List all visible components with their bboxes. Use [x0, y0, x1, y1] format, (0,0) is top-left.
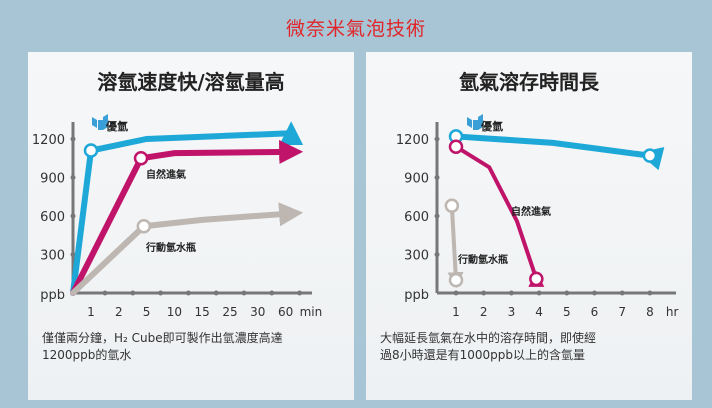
data-point	[83, 143, 99, 158]
x-tick	[508, 290, 514, 296]
series-label: 優氫	[105, 119, 128, 133]
x-tick-label: 1	[87, 305, 95, 319]
y-tick-label: 300	[40, 249, 65, 264]
chart-caption: 大幅延長氫氣在水中的溶存時間，即使經 過8小時還是有1000ppb以上的含氫量	[380, 330, 680, 364]
series-label: 自然進氣	[146, 168, 186, 181]
x-tick-label: 25	[222, 305, 237, 319]
x-tick	[564, 290, 570, 296]
chart-title: 氫氣溶存時間長	[459, 70, 599, 94]
y-axis-label: ppb	[404, 288, 429, 303]
x-tick	[647, 290, 653, 296]
x-tick-label: 15	[195, 305, 210, 319]
y-tick	[434, 136, 440, 142]
chart-caption: 僅僅兩分鐘，H₂ Cube即可製作出氫濃度高達 1200ppb的氫水	[42, 330, 342, 364]
x-tick	[185, 290, 191, 296]
series-line-0	[453, 133, 662, 167]
y-tick-label: 1200	[32, 133, 65, 148]
data-point	[448, 139, 464, 154]
x-tick-label: 7	[618, 305, 626, 319]
x-tick-label: 6	[591, 305, 599, 319]
data-point	[642, 148, 658, 163]
series-line-2	[70, 202, 304, 296]
x-tick-label: 60	[278, 305, 293, 319]
x-tick-label: 5	[143, 305, 151, 319]
y-tick-label: 600	[404, 210, 429, 225]
y-tick	[434, 252, 440, 257]
y-tick-label: 300	[404, 249, 429, 264]
x-tick-label: 10	[167, 305, 182, 319]
data-point	[136, 219, 152, 234]
series-label: 行動氫水瓶	[145, 241, 196, 254]
brand-logo-icon	[92, 114, 108, 130]
x-tick-label: 8	[646, 305, 654, 319]
chart-panel-retention: 氫氣溶存時間長 1200 900 600 300 ppb 1 2 3 4 5 6 7 8 hr 優氫自然進氣…	[366, 52, 692, 400]
y-tick-label: 900	[404, 172, 429, 187]
series-label: 行動氫水瓶	[457, 253, 508, 266]
caption-line: 僅僅兩分鐘，H₂ Cube即可製作出氫濃度高達	[42, 331, 283, 345]
series-line-0	[70, 121, 304, 296]
y-tick-label: 1200	[396, 133, 429, 148]
x-tick-label: 30	[250, 305, 265, 319]
x-tick	[102, 290, 108, 296]
data-point	[133, 151, 149, 166]
x-tick-label: 2	[480, 305, 488, 319]
x-tick	[241, 290, 247, 296]
series-label: 優氫	[480, 119, 503, 133]
data-point	[529, 271, 544, 287]
y-tick	[70, 175, 76, 180]
x-axis-unit: min	[300, 305, 323, 319]
series-label: 自然進氣	[511, 205, 551, 218]
data-point	[444, 198, 460, 213]
x-tick	[297, 290, 303, 296]
x-tick	[481, 290, 487, 296]
x-tick-label: 2	[115, 305, 123, 319]
x-tick	[130, 290, 136, 296]
y-tick	[70, 136, 76, 142]
y-axis-label: ppb	[40, 288, 65, 303]
x-tick-label: 4	[535, 305, 543, 319]
x-tick	[619, 290, 625, 296]
x-axis-unit: hr	[666, 305, 679, 319]
chart-title: 溶氫速度快/溶氫量高	[97, 70, 285, 94]
x-tick-label: 1	[452, 305, 460, 319]
x-tick	[213, 290, 219, 296]
caption-line: 大幅延長氫氣在水中的溶存時間，即使經	[380, 331, 597, 345]
caption-line: 1200ppb的氫水	[42, 348, 132, 362]
x-tick	[158, 290, 164, 296]
x-tick	[536, 290, 542, 296]
y-tick	[434, 175, 440, 180]
y-tick	[70, 213, 76, 219]
data-point	[448, 272, 464, 288]
brand-logo-icon	[467, 114, 483, 130]
chart-panel-dissolve-speed: 溶氫速度快/溶氫量高 1200 900 600 300 ppb 1 2 5 10 15 25 30 60…	[28, 52, 354, 400]
y-tick-label: 600	[40, 210, 65, 225]
y-tick-label: 900	[40, 172, 65, 187]
y-tick	[434, 213, 440, 219]
x-tick	[453, 290, 459, 296]
caption-line: 過8小時還是有1000ppb以上的含氫量	[380, 348, 586, 362]
x-tick-label: 5	[563, 305, 571, 319]
x-tick	[269, 290, 275, 296]
page-title: 微奈米氣泡技術	[285, 18, 426, 40]
series-line-1	[454, 144, 542, 287]
x-tick	[592, 290, 597, 296]
x-tick-label: 3	[508, 305, 516, 319]
series-line-2	[447, 203, 464, 289]
y-tick	[70, 252, 76, 257]
